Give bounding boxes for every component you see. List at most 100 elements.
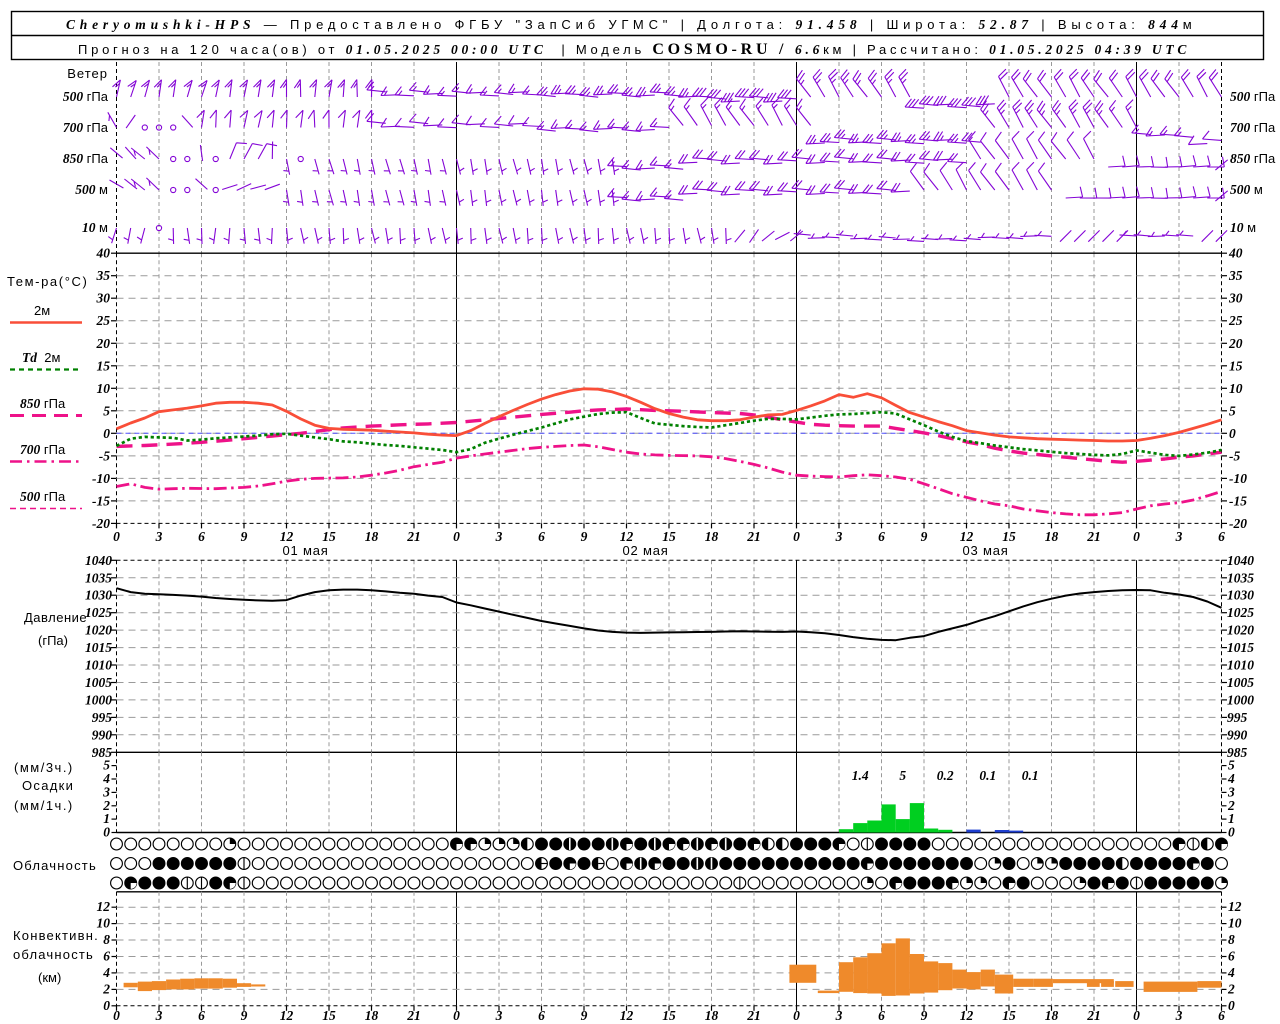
- svg-text:1030: 1030: [1227, 588, 1254, 603]
- svg-text:0: 0: [103, 426, 110, 441]
- svg-text:500 гПа: 500 гПа: [20, 489, 66, 504]
- svg-text:1020: 1020: [1227, 623, 1254, 638]
- svg-text:0: 0: [793, 529, 800, 544]
- svg-text:-20: -20: [92, 516, 110, 531]
- svg-text:Тем-ра(°C): Тем-ра(°C): [7, 274, 88, 289]
- svg-text:500 м: 500 м: [75, 182, 108, 197]
- svg-text:-20: -20: [1229, 516, 1247, 531]
- svg-text:9: 9: [241, 529, 248, 544]
- svg-text:21: 21: [406, 1008, 421, 1023]
- svg-text:12: 12: [620, 1008, 634, 1023]
- svg-text:35: 35: [1228, 268, 1243, 283]
- svg-text:1015: 1015: [85, 640, 112, 655]
- svg-text:9: 9: [581, 529, 588, 544]
- svg-text:2м: 2м: [34, 303, 50, 318]
- svg-text:850 гПа: 850 гПа: [1230, 151, 1276, 166]
- svg-text:0.1: 0.1: [1022, 768, 1039, 783]
- svg-text:15: 15: [1002, 529, 1016, 544]
- svg-text:15: 15: [97, 358, 111, 373]
- svg-text:15: 15: [1229, 358, 1243, 373]
- svg-text:21: 21: [1086, 1008, 1101, 1023]
- svg-text:985: 985: [92, 745, 113, 760]
- svg-text:700 гПа: 700 гПа: [20, 442, 66, 457]
- svg-text:4: 4: [102, 965, 110, 980]
- svg-text:6: 6: [198, 1008, 205, 1023]
- svg-text:6: 6: [538, 1008, 545, 1023]
- svg-text:-5: -5: [99, 448, 110, 463]
- svg-text:18: 18: [705, 1008, 719, 1023]
- svg-text:5: 5: [103, 758, 110, 773]
- svg-text:25: 25: [1228, 313, 1243, 328]
- svg-text:02 мая: 02 мая: [623, 543, 669, 558]
- svg-text:1020: 1020: [85, 623, 112, 638]
- svg-text:10 м: 10 м: [82, 220, 108, 235]
- svg-text:Ветер: Ветер: [67, 66, 108, 81]
- svg-text:8: 8: [1228, 932, 1235, 947]
- svg-text:21: 21: [746, 1008, 761, 1023]
- svg-text:995: 995: [92, 710, 113, 725]
- svg-text:(мм/1ч.): (мм/1ч.): [14, 798, 74, 813]
- svg-text:1025: 1025: [85, 605, 112, 620]
- svg-text:9: 9: [241, 1008, 248, 1023]
- svg-text:-5: -5: [1229, 448, 1240, 463]
- svg-text:-10: -10: [92, 471, 110, 486]
- svg-text:(км): (км): [38, 970, 61, 985]
- svg-text:3: 3: [495, 1008, 503, 1023]
- svg-text:Cheryomushki-HPS — Предоставле: Cheryomushki-HPS — Предоставлено ФГБУ "З…: [66, 17, 1197, 32]
- svg-text:6: 6: [538, 529, 545, 544]
- svg-text:6: 6: [878, 1008, 885, 1023]
- svg-text:8: 8: [103, 932, 110, 947]
- svg-text:12: 12: [620, 529, 634, 544]
- svg-text:1035: 1035: [85, 570, 112, 585]
- svg-text:12: 12: [1228, 899, 1242, 914]
- svg-text:700 гПа: 700 гПа: [1230, 120, 1276, 135]
- svg-text:1035: 1035: [1227, 570, 1254, 585]
- svg-text:3: 3: [1227, 784, 1235, 799]
- svg-text:2: 2: [102, 981, 110, 996]
- svg-text:15: 15: [662, 529, 676, 544]
- svg-text:2: 2: [1227, 798, 1235, 813]
- svg-text:10: 10: [97, 916, 111, 931]
- svg-text:12: 12: [280, 1008, 294, 1023]
- svg-text:0.1: 0.1: [979, 768, 996, 783]
- svg-text:Прогноз на 120 часа(ов) от 01.: Прогноз на 120 часа(ов) от 01.05.2025 00…: [78, 41, 1190, 58]
- svg-text:700 гПа: 700 гПа: [63, 120, 109, 135]
- svg-text:35: 35: [96, 268, 111, 283]
- svg-text:12: 12: [960, 529, 974, 544]
- svg-text:1000: 1000: [85, 692, 112, 707]
- svg-text:12: 12: [97, 899, 111, 914]
- svg-text:1005: 1005: [85, 675, 112, 690]
- svg-text:6: 6: [1218, 1008, 1225, 1023]
- svg-text:5: 5: [103, 403, 110, 418]
- svg-text:18: 18: [365, 529, 379, 544]
- svg-text:1025: 1025: [1227, 605, 1254, 620]
- svg-text:1040: 1040: [1227, 553, 1254, 568]
- svg-text:1: 1: [103, 811, 110, 826]
- svg-text:1040: 1040: [85, 553, 112, 568]
- svg-text:3: 3: [1175, 529, 1183, 544]
- svg-text:Облачность: Облачность: [13, 858, 97, 873]
- svg-text:0: 0: [113, 529, 120, 544]
- svg-text:21: 21: [406, 529, 421, 544]
- svg-text:-15: -15: [92, 493, 110, 508]
- svg-text:0: 0: [1228, 998, 1235, 1013]
- svg-text:(мм/3ч.): (мм/3ч.): [14, 760, 74, 775]
- svg-text:0: 0: [103, 825, 110, 840]
- svg-text:850 гПа: 850 гПа: [63, 151, 109, 166]
- svg-text:15: 15: [1002, 1008, 1016, 1023]
- svg-text:500 гПа: 500 гПа: [63, 89, 109, 104]
- svg-text:0: 0: [1133, 529, 1140, 544]
- svg-text:985: 985: [1227, 745, 1248, 760]
- svg-text:3: 3: [155, 1008, 163, 1023]
- svg-text:30: 30: [1228, 291, 1243, 306]
- svg-text:0: 0: [113, 1008, 120, 1023]
- svg-text:20: 20: [1228, 336, 1243, 351]
- svg-text:10: 10: [97, 381, 111, 396]
- svg-text:Давление: Давление: [24, 610, 87, 625]
- svg-text:0: 0: [453, 1008, 460, 1023]
- svg-text:2: 2: [1227, 981, 1235, 996]
- svg-text:18: 18: [1045, 529, 1059, 544]
- svg-text:500 м: 500 м: [1230, 182, 1263, 197]
- svg-text:4: 4: [102, 771, 110, 786]
- svg-text:18: 18: [1045, 1008, 1059, 1023]
